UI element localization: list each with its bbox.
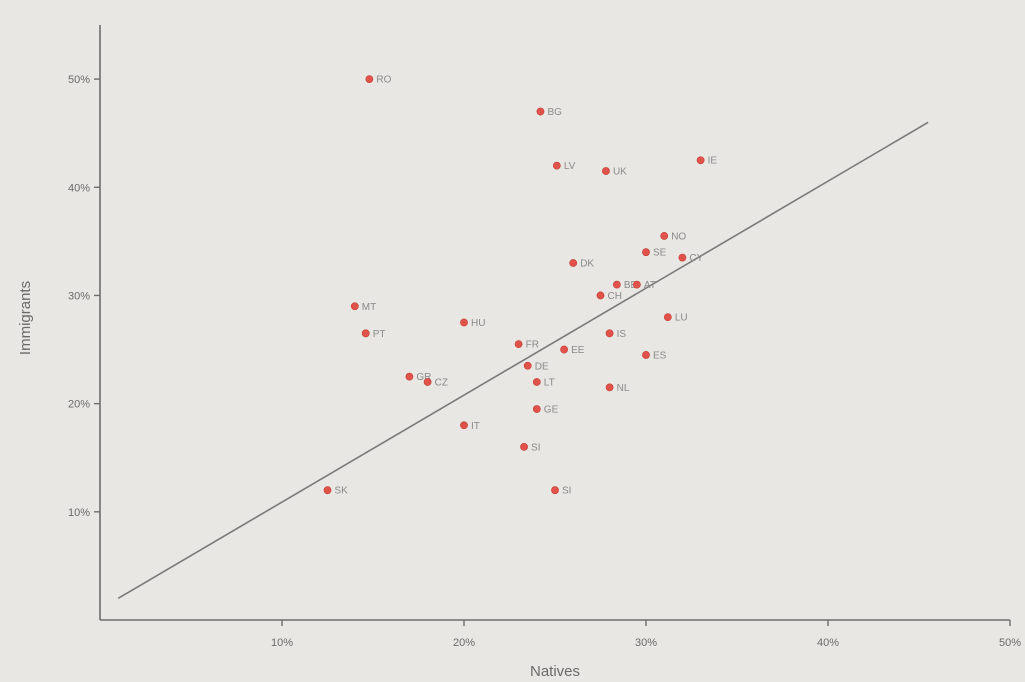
data-point-label: EE	[571, 345, 585, 356]
data-point-label: MT	[362, 302, 376, 313]
data-point	[532, 405, 541, 413]
data-point	[365, 75, 374, 83]
data-point	[323, 486, 332, 495]
data-point	[605, 383, 614, 392]
data-point	[642, 248, 650, 257]
data-point-label: IE	[708, 156, 718, 167]
x-tick-label: 20%	[453, 637, 475, 649]
data-point-label: AT	[644, 280, 656, 291]
data-point-label: BE	[624, 280, 638, 291]
data-point	[569, 259, 578, 267]
data-point	[560, 345, 568, 354]
data-point-label: CY	[689, 253, 703, 264]
data-point	[523, 361, 532, 370]
trend-line	[117, 121, 929, 600]
y-tick-label: 20%	[68, 399, 90, 411]
y-tick-label: 10%	[68, 507, 90, 519]
data-point-label: DE	[535, 361, 549, 372]
data-point	[596, 291, 605, 300]
data-point	[536, 107, 545, 116]
data-point	[696, 156, 705, 165]
data-point	[602, 167, 610, 175]
data-point-label: ES	[653, 350, 667, 361]
data-point	[663, 313, 672, 321]
ticks: 10% 20% 30% 40% 50% 10% 20% 30% 40% 50%	[68, 74, 1021, 649]
data-point	[520, 443, 528, 451]
data-point	[660, 232, 669, 240]
data-point-label: GE	[544, 405, 559, 416]
data-point-label: NL	[617, 383, 630, 394]
data-point-label: RO	[376, 75, 391, 86]
data-point	[350, 302, 359, 311]
data-point-label: NO	[671, 231, 686, 242]
data-point-label: PT	[373, 329, 386, 340]
axes	[99, 25, 1010, 621]
data-point	[423, 378, 432, 386]
data-point	[642, 351, 650, 359]
data-point	[361, 329, 370, 338]
data-point	[605, 329, 614, 338]
data-point-label: BG	[547, 107, 562, 118]
data-point-label: LU	[675, 313, 688, 324]
data-point-label: SK	[335, 486, 349, 497]
data-point	[532, 378, 541, 386]
data-point	[514, 340, 523, 349]
x-axis-title: Natives	[530, 663, 580, 680]
data-point-label: HU	[471, 318, 485, 329]
data-point	[678, 253, 687, 262]
data-point-label: GR	[416, 372, 431, 383]
data-point	[460, 318, 468, 327]
data-point-label: CZ	[435, 378, 448, 389]
x-tick-label: 50%	[999, 637, 1021, 649]
data-point	[405, 372, 414, 381]
data-point-label: LT	[544, 378, 555, 389]
x-tick-label: 40%	[817, 637, 839, 649]
data-point-label: SI	[531, 442, 540, 453]
x-tick-label: 30%	[635, 637, 657, 649]
data-point-label: IS	[617, 329, 627, 340]
data-point-label: SI	[562, 486, 571, 497]
data-point-label: LV	[564, 161, 576, 172]
y-axis-title: Immigrants	[17, 281, 34, 355]
y-tick-label: 50%	[68, 74, 90, 86]
data-point-label: DK	[580, 259, 594, 270]
data-point	[552, 161, 561, 170]
data-point	[612, 280, 621, 289]
data-point	[633, 280, 641, 289]
data-point-label: SE	[653, 248, 667, 259]
y-tick-label: 30%	[68, 290, 90, 302]
data-point	[551, 486, 559, 495]
data-point-label: CH	[608, 291, 622, 302]
data-point-label: FR	[526, 340, 539, 351]
data-point-label: UK	[613, 167, 627, 178]
y-tick-label: 40%	[68, 182, 90, 194]
x-tick-label: 10%	[271, 637, 293, 649]
data-point	[460, 421, 468, 430]
data-point-label: IT	[471, 421, 480, 432]
